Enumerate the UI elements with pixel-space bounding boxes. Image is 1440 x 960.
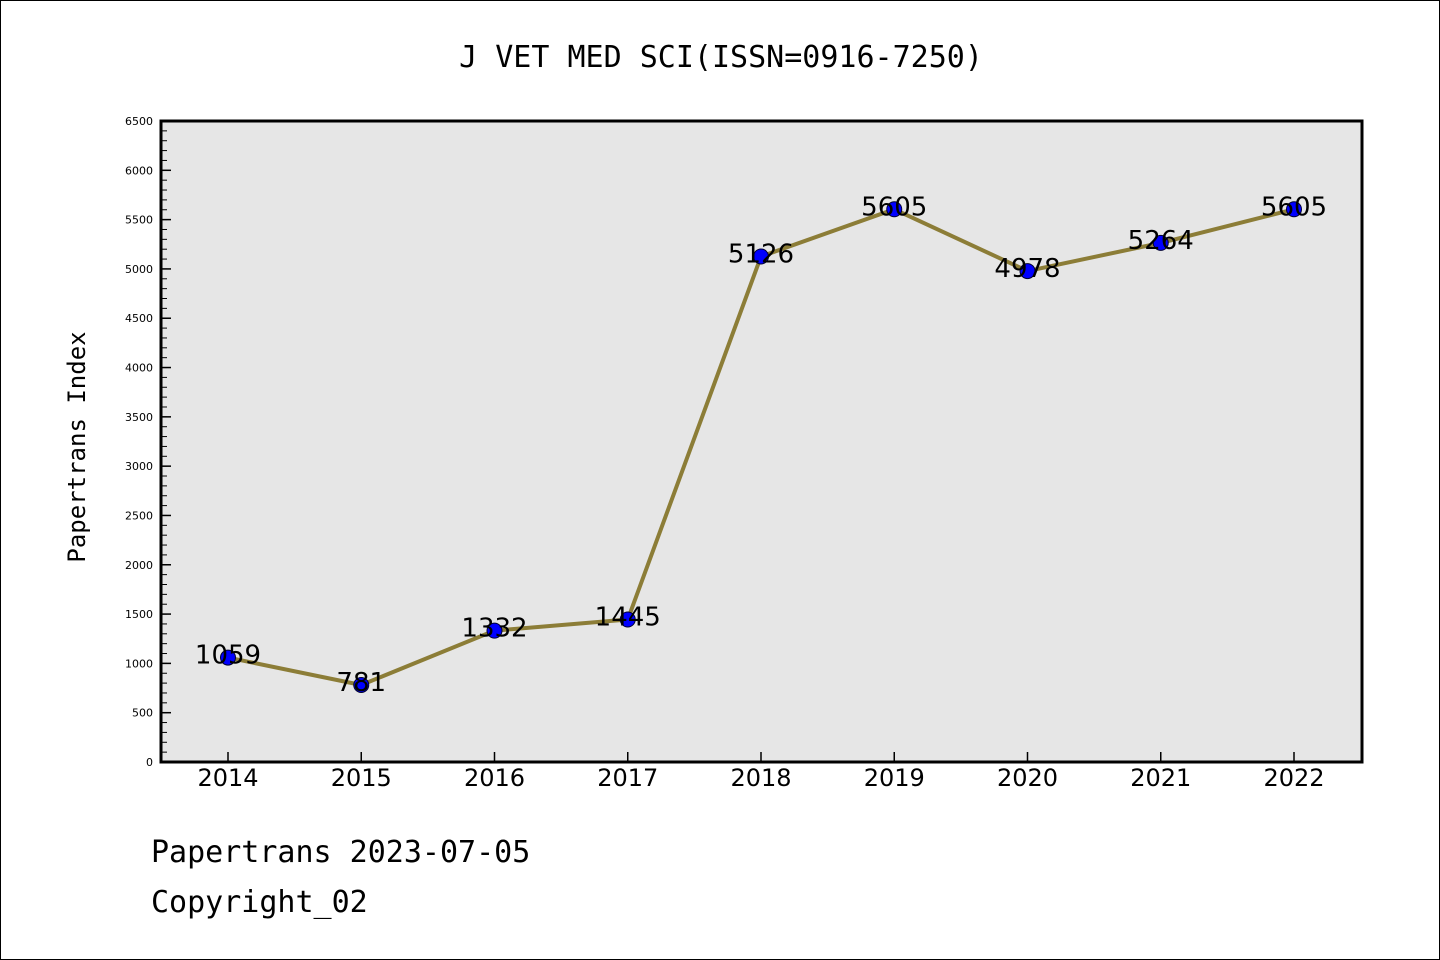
x-tick-label: 2015 <box>331 764 392 792</box>
y-tick-label: 6000 <box>125 164 153 177</box>
data-label: 4978 <box>994 254 1060 284</box>
x-tick-label: 2019 <box>864 764 925 792</box>
y-tick-label: 2000 <box>125 559 153 572</box>
data-label: 5605 <box>861 192 927 222</box>
data-point <box>353 676 370 693</box>
data-point <box>1152 234 1169 251</box>
data-point <box>619 611 636 628</box>
data-label: 1445 <box>595 603 661 633</box>
data-point <box>486 622 503 639</box>
x-tick-label: 2017 <box>597 764 658 792</box>
footer-date-text: Papertrans 2023-07-05 <box>151 835 531 870</box>
chart-title: J VET MED SCI(ISSN=0916-7250) <box>459 40 983 75</box>
y-tick-label: 4000 <box>125 362 153 375</box>
data-point <box>1286 201 1302 218</box>
x-tick-label: 2018 <box>730 764 791 792</box>
x-tick-label: 2020 <box>997 764 1058 792</box>
data-label: 1059 <box>195 641 261 671</box>
y-tick-label: 6500 <box>125 115 153 128</box>
data-label: 5605 <box>1261 192 1327 222</box>
y-axis-label: Papertrans Index <box>63 331 91 562</box>
footer-copyright-text: Copyright_02 <box>151 885 368 920</box>
y-tick-label: 1000 <box>125 657 153 670</box>
y-tick-label: 4500 <box>125 312 153 325</box>
series-layer <box>220 201 1302 693</box>
y-tick-label: 0 <box>146 756 153 769</box>
y-tick-label: 1500 <box>125 608 153 621</box>
y-tick-label: 5000 <box>125 263 153 276</box>
plot-area <box>161 121 1362 762</box>
data-label: 1332 <box>461 614 527 644</box>
y-tick-label: 2500 <box>125 509 153 522</box>
plot-frame <box>159 119 1364 764</box>
y-tick-label: 3000 <box>125 460 153 473</box>
x-tick-label: 2022 <box>1263 764 1324 792</box>
y-tick-label: 500 <box>132 707 153 720</box>
x-tick-label: 2014 <box>197 764 258 792</box>
y-tick-label: 3500 <box>125 411 153 424</box>
data-point <box>753 248 769 265</box>
y-tick-label: 5500 <box>125 214 153 227</box>
data-label: 781 <box>336 668 386 698</box>
x-tick-label: 2016 <box>464 764 525 792</box>
data-label: 5126 <box>728 239 794 269</box>
data-labels-layer: 1059 781 1332 1445 5126 5605 4978 5264 5605 <box>195 192 1327 698</box>
data-point <box>220 649 236 666</box>
x-tick-label: 2021 <box>1130 764 1191 792</box>
axis-ticks: 0 500 1000 1500 2000 2500 3000 3500 4000 4500 5000… <box>125 115 1325 792</box>
data-point <box>886 201 903 218</box>
data-label: 5264 <box>1128 226 1194 256</box>
data-point <box>1019 263 1036 280</box>
